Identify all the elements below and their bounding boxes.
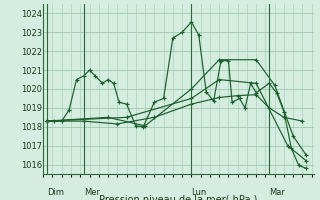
Text: Lun: Lun <box>191 188 207 197</box>
Text: Dim: Dim <box>47 188 64 197</box>
Text: Pression niveau de la mer( hPa ): Pression niveau de la mer( hPa ) <box>99 194 258 200</box>
Text: Mar: Mar <box>269 188 285 197</box>
Text: Mer: Mer <box>84 188 100 197</box>
